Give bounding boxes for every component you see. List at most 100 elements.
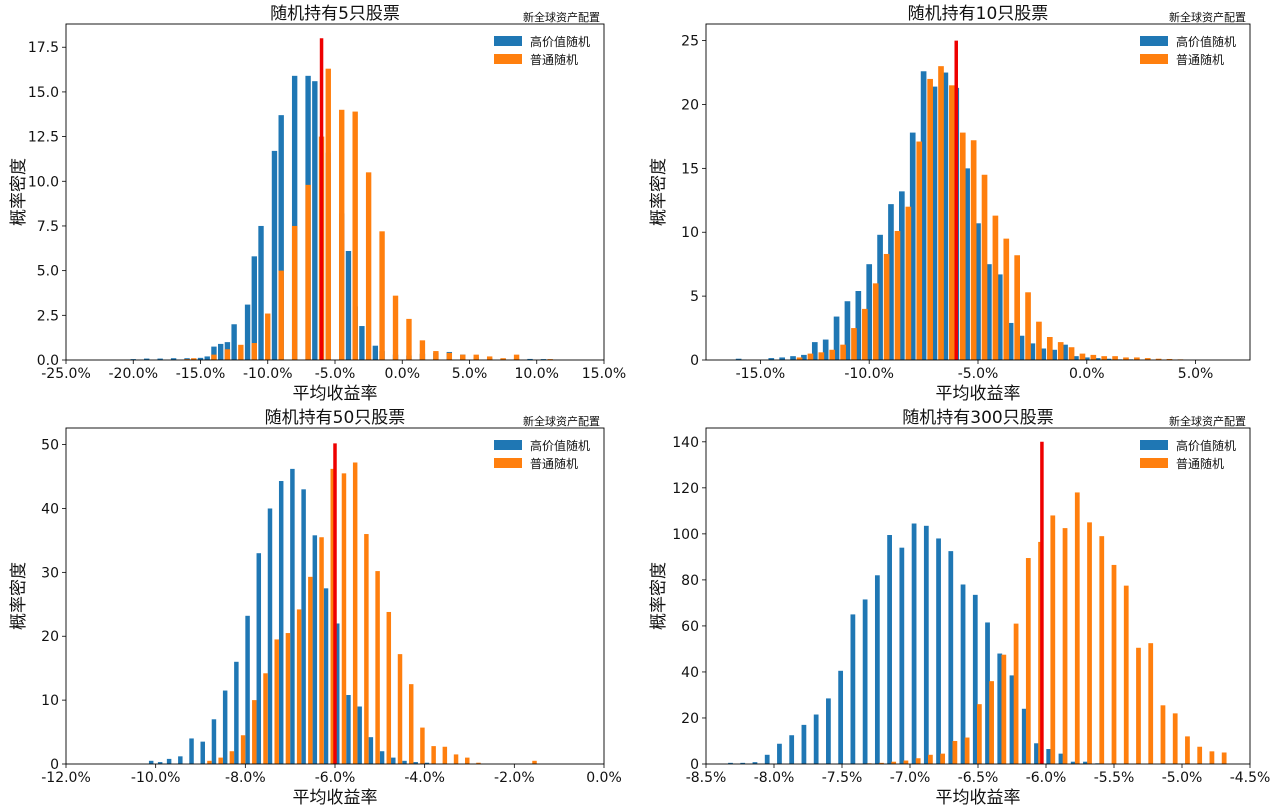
legend-swatch-high_value (494, 36, 522, 46)
chart-svg: 随机持有300只股票 新全球资产配置 -8.5% -8.0% -7.5% -7.0% -6.… (649, 408, 1270, 808)
x-tick-label: -8.0% (225, 770, 266, 786)
bar-high_value (148, 760, 154, 764)
bar-high_value (244, 304, 251, 360)
bar-high_value (855, 291, 862, 360)
bar-random (964, 737, 970, 764)
x-tick-label: -12.0% (41, 770, 91, 786)
bar-random (218, 757, 223, 764)
legend-swatch-high_value (494, 440, 522, 450)
series-high_value (130, 75, 547, 361)
legend-swatch-random (494, 54, 522, 64)
bar-high_value (256, 553, 262, 764)
bar-high_value (1021, 708, 1027, 764)
bar-high_value (826, 698, 831, 764)
y-tick-label: 50 (41, 438, 59, 454)
series-random (184, 68, 553, 361)
y-tick-label: 5 (690, 289, 699, 305)
legend-swatch-random (1140, 54, 1168, 64)
legend-swatch-random (494, 458, 522, 468)
bar-high_value (200, 741, 205, 764)
bar-high_value (972, 594, 978, 764)
y-tick-label: 0 (690, 353, 699, 369)
bar-random (330, 468, 335, 764)
bar-high_value (1051, 349, 1057, 360)
bar-high_value (887, 535, 892, 764)
bar-random (431, 746, 436, 764)
chart-title: 随机持有10只股票 (908, 4, 1049, 24)
y-tick-label: 20 (681, 97, 699, 113)
bar-random (251, 343, 257, 360)
bar-high_value (189, 738, 194, 764)
series-random (866, 492, 1227, 764)
y-tick-label: 2.5 (37, 308, 59, 324)
bar-high_value (211, 346, 217, 360)
bar-random (263, 673, 268, 764)
x-tick-label: -7.0% (890, 770, 931, 786)
y-tick-label: 30 (41, 565, 59, 581)
legend-label-high_value: 高价值随机 (530, 34, 590, 49)
bar-high_value (948, 551, 954, 764)
legend-label-random: 普通随机 (530, 456, 578, 471)
y-tick-label: 0.0 (37, 353, 59, 369)
bar-random (191, 358, 197, 360)
bar-random (807, 353, 814, 360)
y-tick-label: 40 (41, 501, 59, 517)
bar-high_value (1058, 753, 1064, 764)
bar-random (339, 109, 345, 360)
bar-random (1062, 528, 1068, 764)
bar-high_value (211, 719, 217, 764)
bar-high_value (960, 584, 966, 764)
bar-high_value (527, 358, 533, 360)
x-tick-label: -8.0% (754, 770, 795, 786)
bar-random (386, 611, 392, 764)
bar-high_value (752, 762, 758, 764)
bar-random (229, 751, 235, 764)
x-tick-label: -20.0% (108, 366, 158, 382)
legend-label-random: 普通随机 (530, 52, 578, 67)
bar-random (1099, 536, 1105, 764)
bar-high_value (996, 274, 1003, 360)
bar-random (224, 349, 231, 360)
bar-high_value (217, 343, 224, 360)
x-tick-label: -15.0% (176, 366, 226, 382)
bar-random (989, 681, 994, 764)
bar-high_value (728, 762, 733, 764)
bar-random (1123, 357, 1129, 360)
bar-random (1068, 347, 1075, 360)
bar-high_value (291, 75, 298, 361)
y-tick-label: 20 (681, 711, 699, 727)
x-tick-label: 5.0% (1178, 366, 1214, 382)
x-tick-label: -10.0% (243, 366, 293, 382)
y-tick-label: 100 (672, 527, 699, 543)
bar-random (406, 318, 412, 360)
bar-high_value (899, 547, 905, 764)
bar-random (379, 231, 385, 360)
bar-random (1074, 492, 1080, 764)
bar-random (274, 639, 279, 764)
bar-high_value (245, 615, 250, 764)
bar-high_value (790, 356, 796, 360)
x-tick-label: -5.0% (958, 366, 999, 382)
bar-random (1172, 713, 1178, 764)
bar-random (1087, 522, 1092, 764)
bar-random (905, 206, 912, 360)
bar-random (992, 215, 999, 360)
bar-high_value (768, 358, 775, 360)
bar-high_value (1009, 675, 1015, 764)
y-tick-label: 40 (681, 665, 699, 681)
bar-random (1144, 358, 1151, 360)
bar-high_value (1007, 322, 1014, 360)
y-axis-label: 概率密度 (9, 562, 29, 630)
y-tick-label: 17.5 (28, 40, 59, 56)
bar-random (211, 354, 217, 360)
bar-high_value (323, 588, 329, 764)
chart-title: 随机持有300只股票 (902, 408, 1053, 428)
x-axis-label: 平均收益率 (293, 788, 378, 808)
bar-high_value (197, 357, 204, 360)
bar-high_value (779, 357, 785, 360)
bar-high_value (1073, 356, 1079, 360)
bar-random (916, 141, 923, 360)
y-tick-label: 140 (672, 435, 699, 451)
bar-high_value (258, 225, 264, 360)
